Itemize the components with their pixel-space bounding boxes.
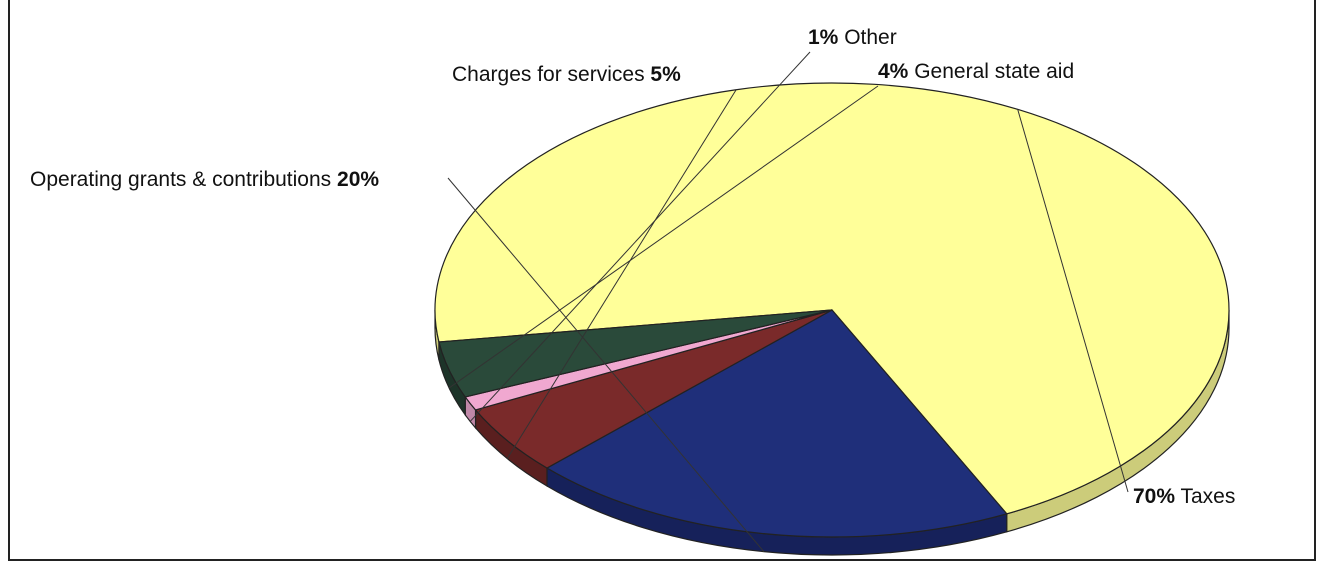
label-general-state-aid-pct: 4% bbox=[878, 60, 909, 83]
label-taxes-text: Taxes bbox=[1181, 485, 1236, 508]
pie-top-slices bbox=[434, 82, 1230, 538]
label-charges-for-services: Charges for services 5% bbox=[452, 63, 681, 86]
label-operating-grants-pct: 20% bbox=[337, 168, 379, 191]
leader-line-operating-grants-contributions bbox=[447, 177, 765, 552]
label-other-text: Other bbox=[844, 26, 897, 49]
label-leader-lines bbox=[447, 51, 1129, 552]
pie-slice-general-state-aid bbox=[438, 309, 833, 398]
label-operating-grants: Operating grants & contributions 20% bbox=[30, 168, 379, 191]
label-other: 1% Other bbox=[808, 26, 897, 49]
label-general-state-aid-text: General state aid bbox=[914, 60, 1074, 83]
label-taxes: 70% Taxes bbox=[1133, 485, 1235, 508]
leader-line-taxes bbox=[1017, 109, 1129, 493]
leader-line-general-state-aid bbox=[448, 85, 879, 389]
pie-slice-taxes bbox=[434, 82, 1230, 515]
leader-line-other bbox=[469, 51, 811, 422]
label-general-state-aid: 4% General state aid bbox=[878, 60, 1074, 83]
label-charges-text: Charges for services bbox=[452, 63, 645, 86]
leader-line-charges-for-services bbox=[506, 89, 737, 459]
label-operating-grants-text: Operating grants & contributions bbox=[30, 168, 331, 191]
label-other-pct: 1% bbox=[808, 26, 839, 49]
pie-slice-operating-grants-contributions bbox=[545, 309, 1008, 538]
label-taxes-pct: 70% bbox=[1133, 485, 1175, 508]
label-charges-pct: 5% bbox=[650, 63, 681, 86]
